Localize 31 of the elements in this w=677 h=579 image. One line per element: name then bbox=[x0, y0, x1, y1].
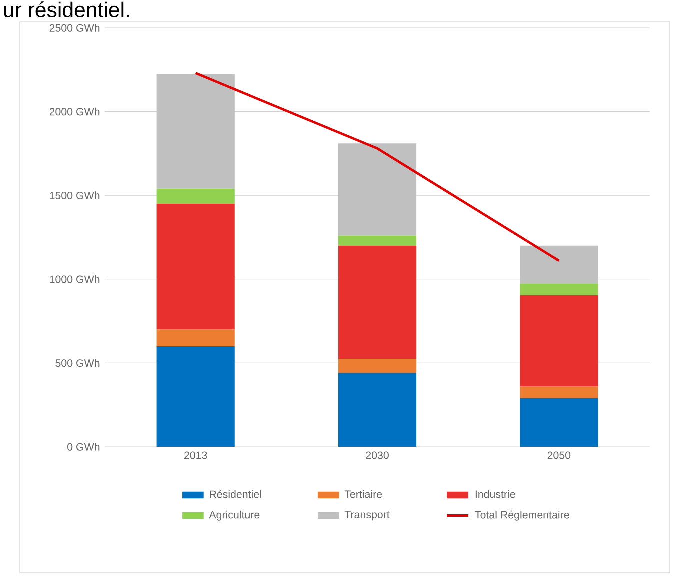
legend-label: Agriculture bbox=[209, 510, 260, 521]
bar bbox=[338, 373, 417, 447]
bar bbox=[156, 188, 235, 204]
bar bbox=[156, 346, 235, 447]
bar bbox=[156, 204, 235, 330]
bar bbox=[520, 295, 598, 387]
legend-label: Tertiaire bbox=[344, 490, 382, 498]
y-tick-label: 500 GWh bbox=[56, 359, 100, 368]
y-tick-label: 0 GWh bbox=[68, 443, 100, 451]
bar bbox=[338, 144, 417, 236]
bar bbox=[156, 74, 235, 189]
y-tick-label: 1500 GWh bbox=[50, 192, 100, 200]
bar bbox=[156, 330, 235, 346]
y-tick-label: 2500 GWh bbox=[50, 24, 100, 32]
legend-label: Total Réglementaire bbox=[475, 510, 570, 521]
legend-label: Résidentiel bbox=[210, 490, 262, 498]
bar bbox=[338, 246, 417, 360]
bar bbox=[520, 386, 598, 398]
bar bbox=[520, 398, 598, 447]
y-tick-label: 2000 GWh bbox=[50, 108, 100, 116]
x-tick-label: 2050 bbox=[548, 452, 571, 460]
text: ur résidentiel. bbox=[4, 2, 129, 18]
x-tick-label: 2030 bbox=[366, 452, 389, 460]
legend-label: Transport bbox=[344, 511, 390, 521]
x-tick-label: 2013 bbox=[184, 452, 208, 460]
legend-label: Industrie bbox=[476, 490, 516, 498]
y-tick-label: 1000 GWh bbox=[50, 275, 100, 284]
bar bbox=[338, 236, 417, 246]
bar bbox=[520, 284, 598, 296]
bar bbox=[338, 359, 417, 374]
bar bbox=[520, 246, 598, 284]
